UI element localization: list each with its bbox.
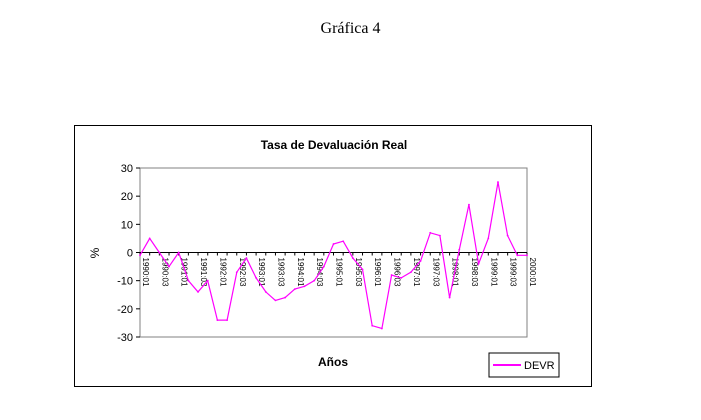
x-tick-label: 1995:01	[335, 258, 344, 287]
data-point	[139, 254, 141, 257]
data-point	[226, 319, 228, 321]
data-point	[342, 240, 345, 243]
x-tick-label: 1996:01	[373, 258, 382, 287]
data-point	[468, 203, 470, 206]
data-point	[487, 237, 490, 240]
data-point	[439, 234, 441, 237]
y-tick-label: -30	[117, 332, 133, 344]
data-point	[390, 274, 393, 276]
data-point	[274, 299, 277, 302]
data-point	[526, 254, 528, 257]
data-point	[419, 260, 422, 262]
data-point	[332, 243, 335, 245]
x-tick-label: 1997:01	[412, 258, 421, 287]
y-tick-label: 0	[127, 248, 133, 260]
chart-frame: Tasa de Devaluación Real % Años 30 20 10 0 -…	[74, 125, 592, 387]
y-tick-label: -20	[117, 304, 133, 316]
x-tick-label: 1995:03	[354, 258, 363, 287]
y-axis-ticks: 30 20 10 0 -10 -20 -30	[117, 163, 140, 344]
x-tick-label: 1993:01	[257, 258, 266, 287]
data-point	[206, 279, 209, 282]
x-tick-label: 1991:01	[180, 258, 189, 287]
data-point	[497, 181, 499, 183]
legend: DEVR	[488, 352, 560, 378]
x-tick-label: 1999:01	[489, 258, 498, 287]
data-point	[458, 248, 461, 251]
data-point	[216, 319, 219, 321]
y-tick-label: -10	[117, 276, 133, 288]
data-point	[187, 279, 190, 282]
data-point	[448, 296, 451, 299]
data-point	[284, 296, 287, 299]
x-tick-label: 1990:03	[160, 258, 169, 287]
data-point	[400, 276, 403, 279]
data-point	[177, 251, 180, 254]
x-tick-label: 1992:03	[238, 258, 247, 287]
data-point	[158, 251, 161, 254]
data-point	[322, 265, 325, 268]
data-point	[303, 285, 306, 288]
y-tick-label: 30	[121, 163, 133, 175]
data-point	[255, 276, 257, 279]
data-point	[264, 291, 267, 293]
x-tick-label: 1996:03	[393, 258, 402, 287]
data-point	[410, 271, 412, 274]
data-point	[380, 327, 383, 330]
data-point	[516, 254, 519, 257]
line-chart: Tasa de Devaluación Real % Años 30 20 10 0 -…	[88, 138, 560, 378]
data-point	[429, 231, 432, 234]
x-tick-label: 1993:03	[276, 258, 285, 287]
x-tick-label: 1997:03	[431, 258, 440, 287]
data-point	[371, 324, 374, 327]
data-point	[361, 268, 364, 271]
legend-label: DEVR	[524, 360, 555, 372]
page-heading: Gráfica 4	[320, 20, 381, 37]
x-tick-label: 1991:03	[199, 258, 208, 287]
x-tick-label: 2000:01	[528, 258, 537, 287]
data-point	[293, 288, 296, 291]
data-point	[313, 279, 316, 282]
data-point	[148, 237, 151, 240]
y-tick-label: 20	[121, 191, 133, 203]
x-tick-label: 1999:03	[509, 258, 518, 287]
data-point	[197, 291, 199, 293]
x-tick-label: 1998:03	[470, 258, 479, 287]
data-point	[235, 271, 238, 274]
data-point	[506, 234, 509, 237]
chart-title: Tasa de Devaluación Real	[261, 138, 408, 152]
data-point	[245, 257, 248, 260]
data-point	[477, 262, 480, 265]
series-layer	[139, 181, 528, 330]
x-tick-label: 1992:01	[218, 258, 227, 287]
x-axis-label: Años	[318, 355, 348, 369]
y-tick-label: 10	[121, 219, 133, 231]
data-point	[168, 265, 170, 268]
y-axis-label: %	[88, 247, 102, 258]
x-tick-label: 1990:01	[141, 258, 150, 287]
data-point	[351, 257, 354, 260]
x-tick-label: 1994:01	[296, 258, 305, 287]
